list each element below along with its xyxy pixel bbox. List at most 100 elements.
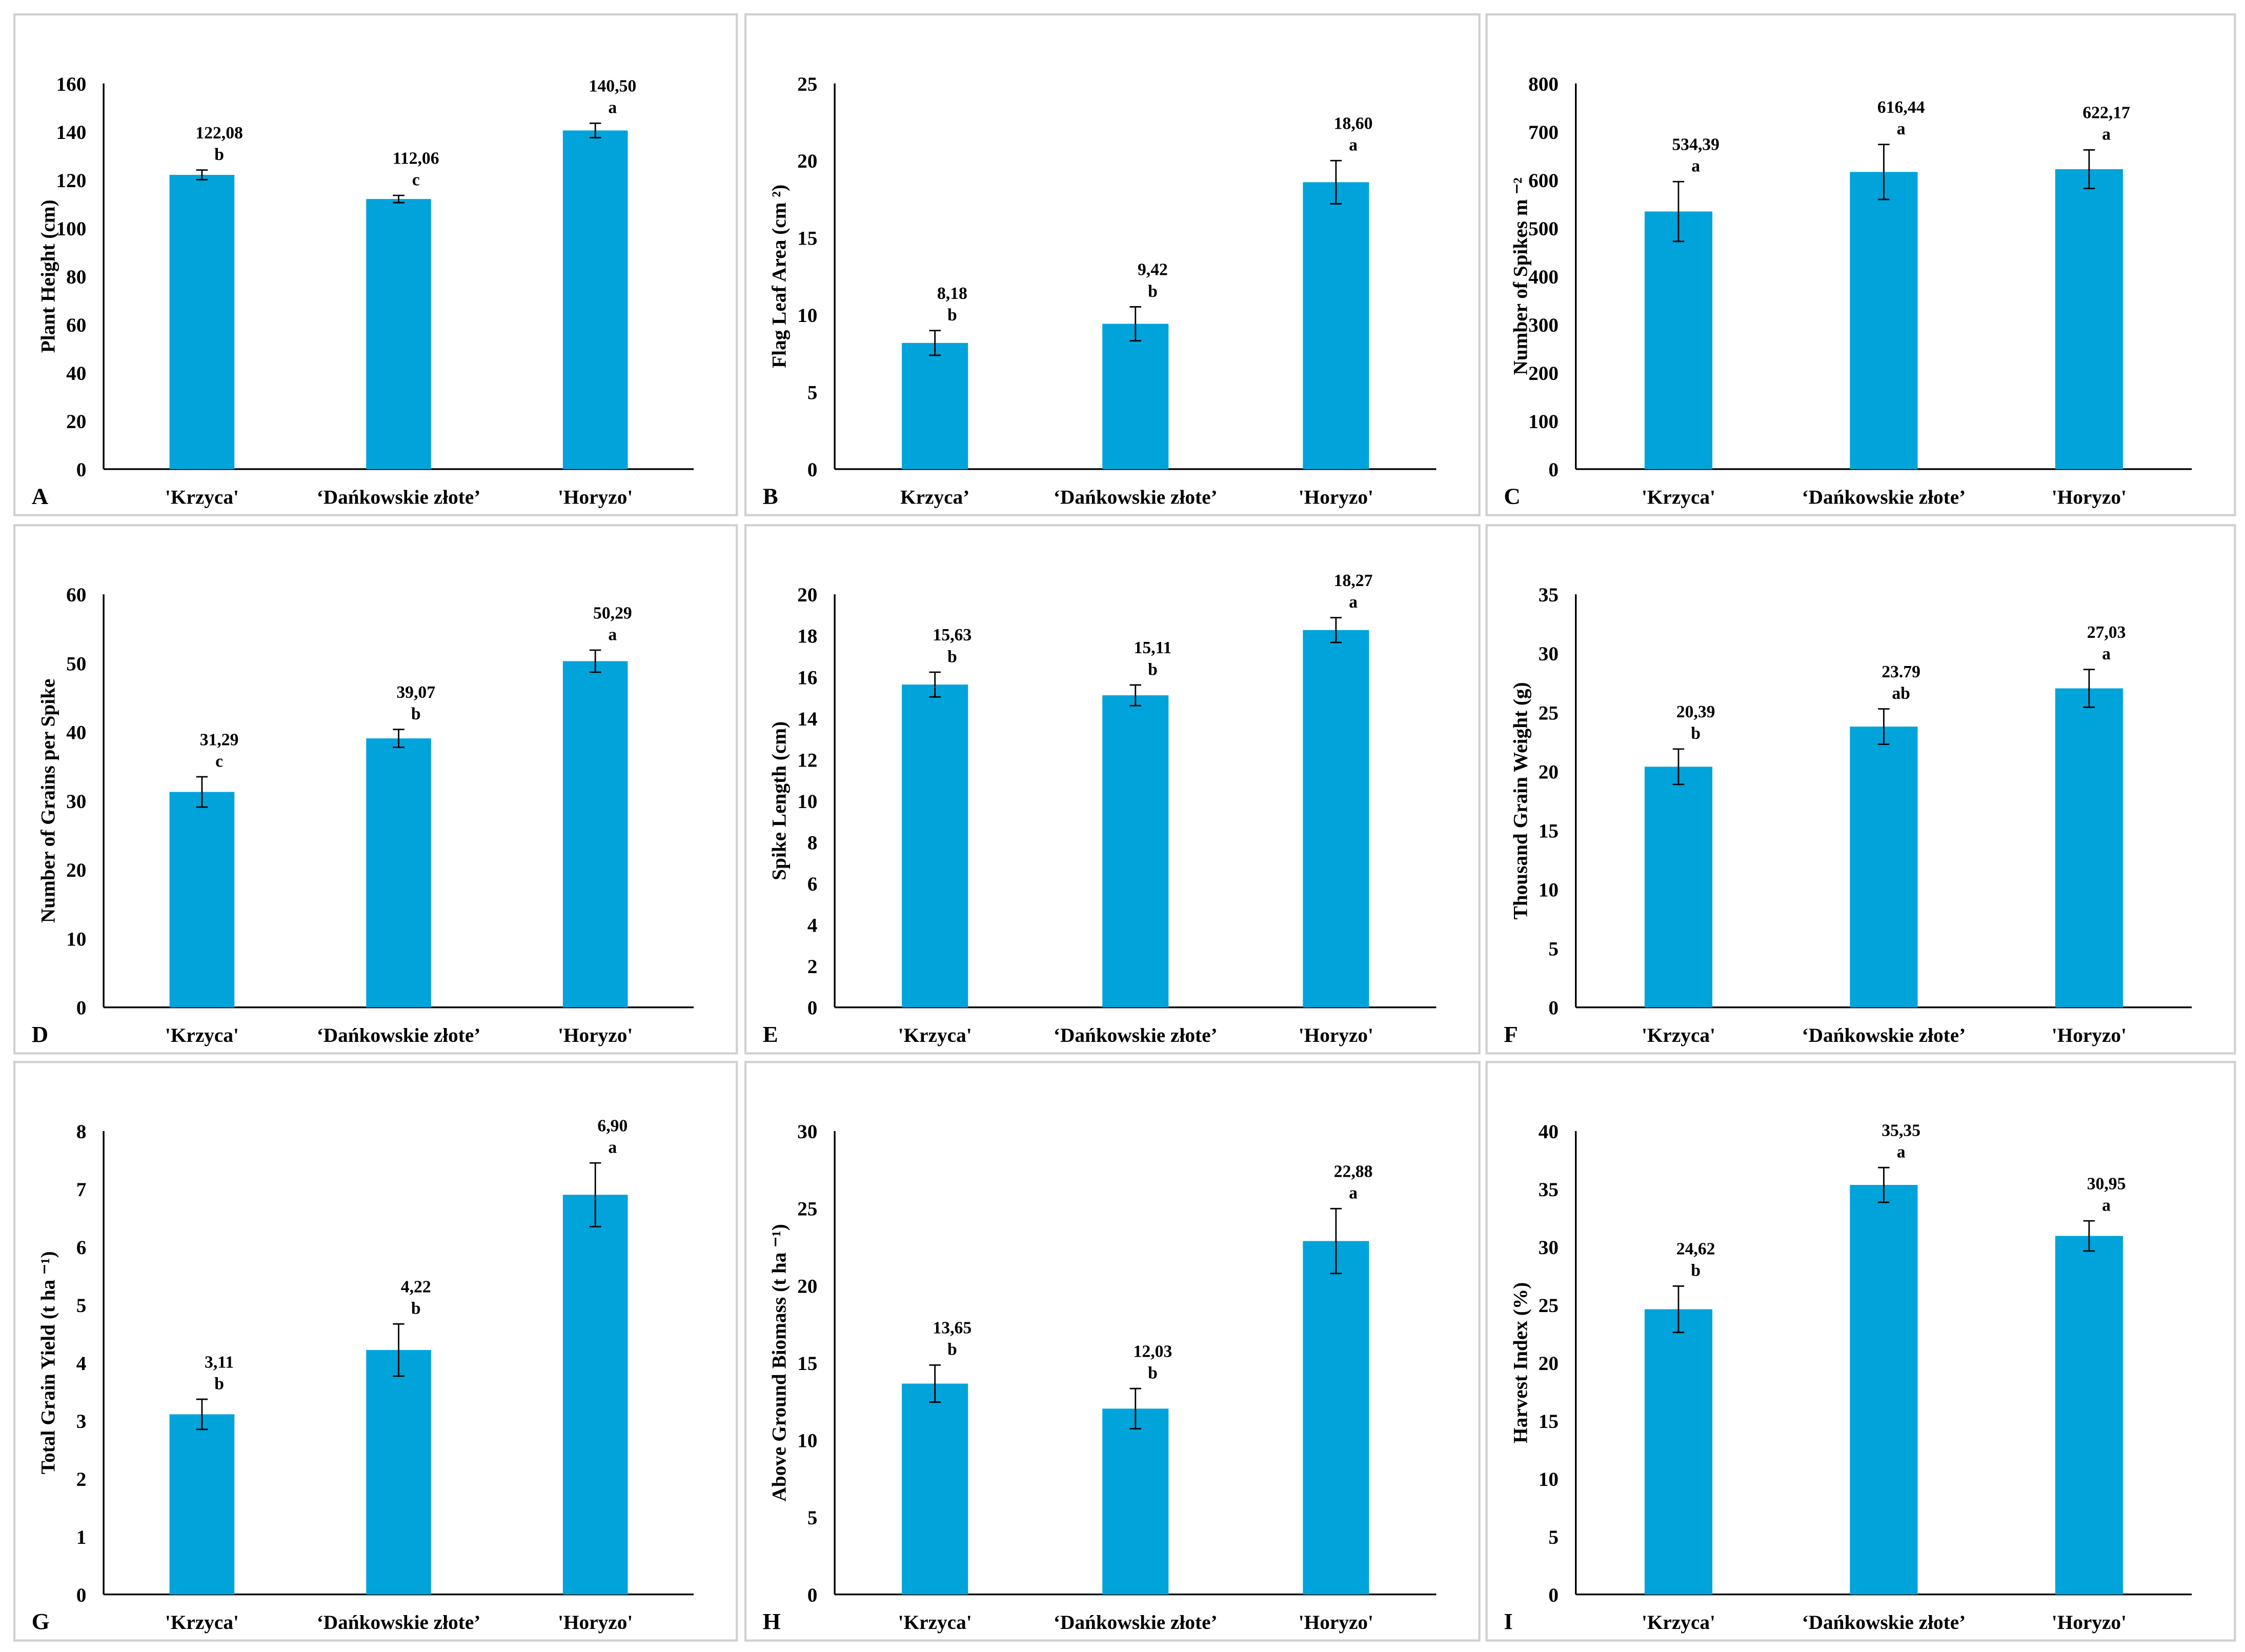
bar [1850,172,1918,469]
data-label: 50,29 [593,603,632,622]
chart-panel-e: 0 2 4 6 8 10 12 14 16 18 20 Spike Length (cm) E 15,63… [744,524,1481,1055]
y-axis-label: Harvest Index (%) [1509,1282,1531,1443]
significance-letter: c [412,170,420,189]
data-label: 616,44 [1877,98,1925,117]
significance-letter: a [1691,157,1700,176]
y-tick-label: 10 [797,1430,817,1452]
significance-letter: b [1148,660,1158,679]
x-tick-label: 'Krzyca' [1642,486,1715,508]
x-tick-label: 'Horyzo' [1299,1611,1373,1634]
significance-letter: a [1349,1184,1358,1203]
y-tick-label: 2 [807,956,818,978]
data-label: 3,11 [205,1353,234,1372]
bar [1102,1408,1169,1595]
bar [1850,727,1918,1008]
bar [2055,169,2123,469]
x-tick-label: ‘Dańkowskie złote’ [317,486,481,508]
bar [169,1414,235,1595]
y-axis-label: Number of Grains per Spike [37,679,59,923]
x-tick-label: 'Krzyca' [1642,1611,1715,1634]
y-tick-label: 16 [797,667,817,689]
significance-letter: b [214,1374,224,1393]
data-label: 112,06 [393,149,439,168]
y-tick-label: 40 [1539,1121,1559,1143]
y-tick-label: 15 [1539,1411,1559,1433]
x-tick-label: ‘Dańkowskie złote’ [1054,1024,1218,1046]
x-tick-label: 'Krzyca' [165,1611,239,1634]
x-tick-label: 'Horyzo' [1299,1024,1373,1046]
significance-letter: a [608,625,617,644]
x-tick-label: 'Krzyca' [1642,1024,1715,1046]
bar [902,1383,968,1595]
y-tick-label: 5 [76,1295,87,1317]
bar [562,661,628,1008]
significance-letter: b [411,704,421,723]
y-tick-label: 0 [76,997,87,1019]
significance-letter: b [947,647,957,666]
y-tick-label: 200 [1528,362,1559,385]
y-axis-label: Total Grain Yield (t ha ⁻¹) [37,1251,59,1474]
bar [1303,630,1369,1008]
y-tick-label: 800 [1528,73,1559,95]
bar [366,1350,431,1595]
bar [1303,1241,1369,1595]
significance-letter: c [215,752,223,771]
data-label: 30,95 [2087,1174,2126,1193]
y-tick-label: 14 [797,708,817,730]
significance-letter: a [2102,644,2111,663]
significance-letter: a [1349,136,1358,155]
y-tick-label: 25 [1539,1295,1559,1317]
y-tick-label: 4 [76,1353,87,1375]
y-tick-label: 5 [807,1507,818,1529]
bar [2055,1236,2123,1595]
y-tick-label: 40 [66,722,86,744]
significance-letter: b [1691,1261,1701,1280]
data-label: 6,90 [597,1116,628,1135]
y-tick-label: 20 [797,1275,817,1297]
y-tick-label: 1 [76,1526,87,1548]
bar [1102,695,1169,1008]
y-axis-label: Above Ground Biomass (t ha ⁻¹) [768,1224,791,1501]
y-tick-label: 0 [807,997,818,1019]
y-tick-label: 100 [56,218,86,240]
chart-panel-i: 0 5 10 15 20 25 30 35 40 Harvest Index (%) I 24,62 b… [1485,1061,2236,1642]
y-tick-label: 10 [1539,1468,1559,1490]
data-label: 15,11 [1134,638,1171,657]
y-tick-label: 15 [797,1353,817,1375]
bar [169,792,235,1008]
panel-letter: A [32,483,49,509]
y-axis-label: Number of Spikes m ⁻² [1509,177,1531,375]
y-tick-label: 10 [66,928,86,950]
x-tick-label: 'Krzyca' [898,1024,972,1046]
bar [1644,1309,1713,1595]
data-label: 22,88 [1334,1162,1373,1181]
y-axis-label: Spike Length (cm) [768,721,791,880]
data-label: 12,03 [1134,1342,1172,1361]
significance-letter: b [1148,282,1158,301]
y-tick-label: 8 [76,1121,87,1143]
y-tick-label: 0 [1548,1584,1559,1606]
significance-letter: b [214,145,224,164]
panel-letter: H [763,1608,781,1634]
x-tick-label: ‘Dańkowskie złote’ [1054,1611,1218,1634]
y-tick-label: 40 [66,362,86,385]
data-label: 35,35 [1882,1121,1920,1140]
y-tick-label: 5 [1548,938,1559,960]
y-tick-label: 7 [76,1179,87,1201]
panel-letter: G [32,1608,50,1634]
y-tick-label: 30 [1539,1237,1559,1259]
bar [902,684,968,1008]
x-tick-label: 'Horyzo' [1299,486,1373,508]
data-label: 13,65 [933,1319,972,1338]
data-label: 140,50 [589,77,637,96]
bar [1644,211,1713,469]
y-tick-label: 0 [1548,459,1559,481]
data-label: 24,62 [1676,1240,1715,1259]
y-tick-label: 10 [797,791,817,813]
x-tick-label: 'Krzyca' [165,486,239,508]
y-tick-label: 6 [807,873,818,895]
y-tick-label: 25 [797,73,817,95]
data-label: 4,22 [401,1277,431,1296]
y-tick-label: 4 [807,915,818,937]
